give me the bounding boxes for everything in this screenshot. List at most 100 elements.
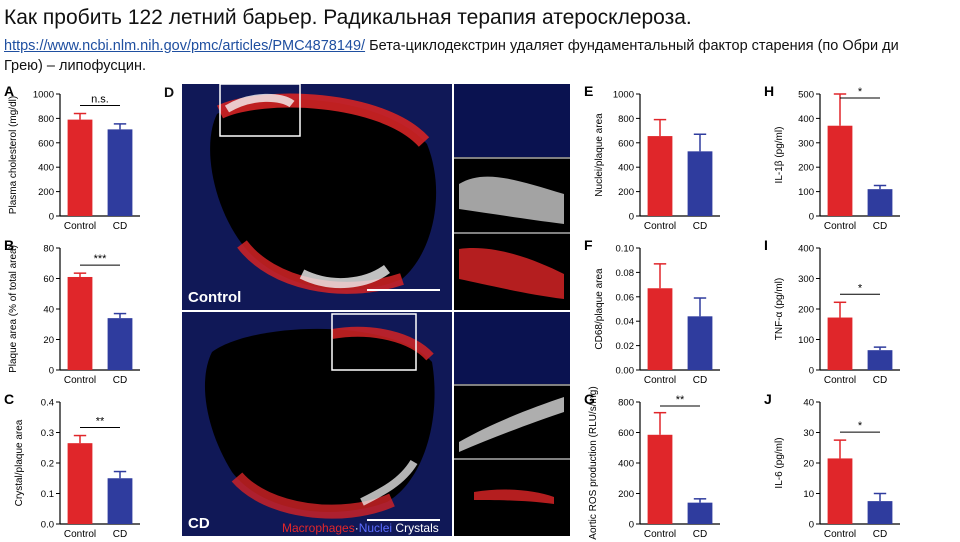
y-axis-label: Plaque area (% of total area): [8, 245, 19, 373]
significance-label: *: [858, 282, 863, 294]
x-tick-label: CD: [873, 529, 887, 540]
micrograph-control-label: Control: [188, 289, 242, 306]
y-tick-label: 0: [49, 212, 54, 223]
y-axis-label: IL-1β (pg/ml): [774, 127, 785, 184]
significance-label: **: [96, 416, 105, 428]
x-tick-label: CD: [113, 529, 127, 540]
panel-letter: I: [764, 237, 768, 253]
legend-crystals: Crystals: [395, 521, 439, 535]
y-tick-label: 1000: [33, 90, 54, 101]
y-tick-label: 0.0: [41, 520, 54, 531]
y-tick-label: 200: [618, 187, 634, 198]
y-tick-label: 400: [38, 163, 54, 174]
y-tick-label: 0.2: [41, 459, 54, 470]
chart-panel-g: G Aortic ROS production (RLU/s/mg) 0 200 400…: [580, 386, 756, 542]
micrograph-control-zoom-image: [454, 84, 570, 310]
y-tick-label: 0.08: [616, 268, 635, 279]
chart-panel-c: C Crystal/plaque area 0.0 0.1 0.2 0.3 0.4 Contr…: [0, 391, 176, 542]
panel-letter: G: [584, 391, 595, 407]
source-link[interactable]: https://www.ncbi.nlm.nih.gov/pmc/article…: [4, 38, 366, 54]
micrograph-cd: CD: [182, 312, 452, 536]
bar-control: [827, 125, 853, 216]
y-tick-label: 10: [803, 489, 814, 500]
y-tick-label: 600: [618, 138, 634, 149]
bar-control: [647, 288, 673, 370]
y-tick-label: 0: [629, 520, 634, 531]
significance-label: n.s.: [91, 94, 109, 106]
panel-letter: B: [4, 237, 14, 253]
bar-cd: [687, 151, 713, 216]
panel-letter: E: [584, 83, 593, 99]
y-tick-label: 0: [809, 366, 814, 377]
micrograph-cd-zoom: [454, 312, 570, 536]
panel-letter: C: [4, 391, 14, 407]
y-tick-label: 20: [43, 335, 54, 346]
y-tick-label: 100: [798, 335, 814, 346]
y-tick-label: 600: [38, 138, 54, 149]
bar-cd: [107, 129, 133, 216]
panel-letter-d: D: [164, 84, 175, 100]
y-axis-label: Nuclei/plaque area: [594, 113, 605, 197]
y-tick-label: 0.4: [41, 398, 54, 409]
x-tick-label: Control: [64, 375, 96, 386]
panel-letter: J: [764, 391, 772, 407]
bar-control: [827, 317, 853, 370]
x-tick-label: CD: [693, 221, 707, 232]
bar-cd: [687, 316, 713, 370]
chart-panel-h: H IL-1β (pg/ml) 0 100 200 300 400 500 Control CD *: [760, 83, 936, 234]
y-tick-label: 0.3: [41, 428, 54, 439]
micrograph-cd-label: CD: [188, 515, 210, 532]
chart-panel-j: J IL-6 (pg/ml) 0 10 20 30 40 Control CD *: [760, 391, 936, 542]
x-tick-label: Control: [64, 221, 96, 232]
y-tick-label: 600: [618, 428, 634, 439]
bar-cd: [107, 318, 133, 370]
bar-cd: [867, 350, 893, 370]
x-tick-label: Control: [824, 221, 856, 232]
y-tick-label: 800: [618, 398, 634, 409]
y-axis-label: TNF-α (pg/ml): [774, 278, 785, 340]
significance-label: **: [676, 394, 685, 406]
y-tick-label: 400: [618, 163, 634, 174]
y-tick-label: 200: [618, 489, 634, 500]
legend-macrophages: Macrophages: [282, 521, 355, 535]
chart-c-svg: C Crystal/plaque area 0.0 0.1 0.2 0.3 0.4 Contr…: [4, 391, 140, 540]
y-tick-label: 0.02: [616, 341, 635, 352]
x-tick-label: Control: [824, 529, 856, 540]
panel-letter: H: [764, 83, 774, 99]
y-tick-label: 500: [798, 90, 814, 101]
y-tick-label: 0.10: [616, 244, 635, 255]
y-tick-label: 0.04: [616, 317, 635, 328]
chart-f-svg: F CD68/plaque area 0.00 0.02 0.04 0.06 0.08 0.1…: [584, 237, 720, 386]
chart-panel-i: I TNF-α (pg/ml) 0 100 200 300 400 Control CD *: [760, 237, 936, 388]
micrograph-cd-image: [182, 312, 452, 536]
bar-cd: [107, 478, 133, 524]
y-tick-label: 100: [798, 187, 814, 198]
subtitle-text: Бета-циклодекстрин удаляет фундаментальн…: [4, 38, 899, 74]
y-axis-label: IL-6 (pg/ml): [774, 437, 785, 488]
y-axis-label: Aortic ROS production (RLU/s/mg): [588, 386, 599, 539]
x-tick-label: Control: [644, 529, 676, 540]
bar-cd: [867, 189, 893, 216]
y-axis-label: CD68/plaque area: [594, 268, 605, 350]
chart-e-svg: E Nuclei/plaque area 0 200 400 600 800 1000 Cont…: [584, 83, 720, 232]
y-tick-label: 30: [803, 428, 814, 439]
y-tick-label: 800: [618, 114, 634, 125]
y-tick-label: 400: [798, 244, 814, 255]
y-tick-label: 200: [798, 305, 814, 316]
y-tick-label: 0.06: [616, 292, 635, 303]
x-tick-label: CD: [693, 375, 707, 386]
micrograph-control-zoom: [454, 84, 570, 310]
y-tick-label: 400: [798, 114, 814, 125]
significance-label: ***: [94, 253, 108, 265]
y-tick-label: 60: [43, 274, 54, 285]
y-tick-label: 40: [43, 305, 54, 316]
bar-control: [647, 136, 673, 216]
x-tick-label: CD: [113, 221, 127, 232]
bar-control: [647, 434, 673, 524]
micrograph-control: Control: [182, 84, 452, 310]
y-tick-label: 20: [803, 459, 814, 470]
slide-title: Как пробить 122 летний барьер. Радикальн…: [4, 6, 692, 29]
